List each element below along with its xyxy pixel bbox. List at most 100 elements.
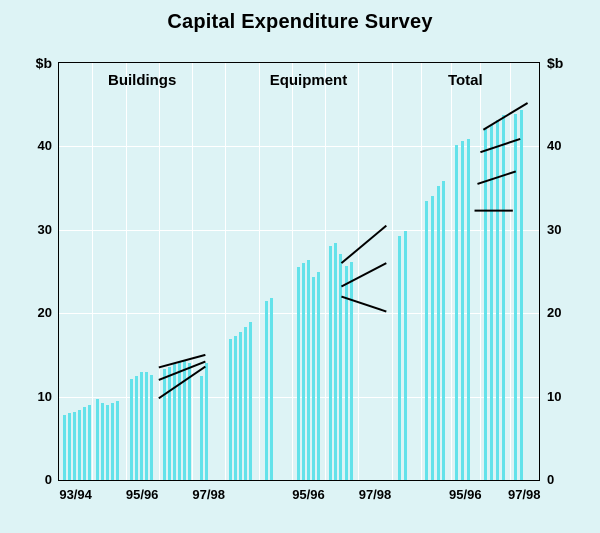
chart-title: Capital Expenditure Survey <box>167 11 433 33</box>
panel-buildings: Buildings <box>59 63 225 480</box>
gridline-y-30 <box>59 229 539 231</box>
y-tick-label-right: 10 <box>547 388 562 404</box>
panel-label: Buildings <box>107 72 177 89</box>
year-gridline <box>480 63 482 480</box>
bar <box>88 404 92 480</box>
year-gridline <box>125 63 127 480</box>
bar <box>149 374 153 480</box>
bar <box>229 339 233 480</box>
bar <box>339 254 343 480</box>
bar <box>116 400 120 480</box>
bar <box>78 409 82 480</box>
x-tick-label: 97/98 <box>358 487 392 502</box>
y-tick-label-right: 20 <box>547 305 562 321</box>
bar <box>460 141 464 480</box>
bar <box>249 322 253 480</box>
x-tick-label: 95/96 <box>125 487 159 502</box>
bar <box>490 124 494 480</box>
bar <box>398 235 402 480</box>
bar <box>350 262 354 480</box>
bar <box>454 144 458 480</box>
bar <box>139 372 143 480</box>
year-gridline <box>158 63 160 480</box>
bar <box>68 413 72 480</box>
bar <box>239 331 243 480</box>
bar <box>129 379 133 480</box>
bar <box>111 403 115 480</box>
bar <box>306 259 310 480</box>
year-gridline <box>450 63 452 480</box>
x-tick-label: 95/96 <box>292 487 325 502</box>
year-gridline <box>358 63 360 480</box>
bar <box>167 366 171 480</box>
y-tick-label-right: 0 <box>547 472 555 487</box>
year-gridline <box>509 63 511 480</box>
bar <box>234 335 238 480</box>
bar <box>296 267 300 480</box>
x-tick-label: 97/98 <box>507 487 541 502</box>
bar <box>519 109 523 480</box>
bar <box>187 363 191 480</box>
bar <box>204 363 208 480</box>
bar <box>424 201 428 480</box>
bar <box>172 364 176 480</box>
bar <box>96 399 100 480</box>
bar <box>270 298 274 480</box>
bar <box>134 375 138 480</box>
bar <box>106 404 110 480</box>
bar <box>334 243 338 480</box>
panel-divider <box>391 63 393 480</box>
year-gridline <box>421 63 423 480</box>
x-tick-label: 97/98 <box>192 487 225 502</box>
bar <box>63 414 67 480</box>
year-gridline <box>192 63 194 480</box>
bar <box>182 359 186 480</box>
bar <box>466 138 470 480</box>
bar <box>442 180 446 480</box>
year-gridline <box>92 63 94 480</box>
y-tick-label-left: 20 <box>37 305 52 321</box>
y-tick-label-left: 30 <box>37 221 52 237</box>
bar <box>244 326 248 480</box>
gridline-y-40 <box>59 146 539 148</box>
panel-equipment: Equipment <box>225 63 391 480</box>
bar <box>502 114 506 480</box>
year-gridline <box>258 63 260 480</box>
panel-total: Total <box>391 63 539 480</box>
y-tick-label-right: 30 <box>547 221 562 237</box>
bar <box>513 113 517 480</box>
bar <box>404 230 408 480</box>
bar <box>73 412 77 480</box>
plot-area: Buildings Equipment Total <box>58 62 540 481</box>
bar <box>311 276 315 480</box>
bar <box>162 369 166 480</box>
bar <box>101 403 105 480</box>
bar <box>329 246 333 480</box>
year-gridline <box>325 63 327 480</box>
bar <box>177 361 181 480</box>
y-tick-label-left: 0 <box>44 472 52 487</box>
y-tick-label-right: 40 <box>547 138 562 154</box>
y-tick-label-left: 10 <box>37 388 52 404</box>
x-tick-label: 95/96 <box>449 487 482 502</box>
bar <box>199 375 203 480</box>
bar <box>265 300 269 480</box>
bar <box>496 119 500 480</box>
y-axis-unit-left: $b <box>35 55 52 71</box>
y-tick-label-left: 40 <box>37 138 52 154</box>
bar <box>301 263 305 480</box>
year-gridline <box>291 63 293 480</box>
panel-divider <box>225 63 227 480</box>
bar <box>430 195 434 480</box>
x-tick-label: 93/94 <box>59 487 92 502</box>
bar <box>436 185 440 480</box>
y-axis-unit-right: $b <box>547 55 564 71</box>
bar <box>484 128 488 480</box>
bar <box>316 272 320 480</box>
panel-label: Equipment <box>269 72 348 89</box>
bar <box>144 371 148 480</box>
bar <box>83 407 87 480</box>
panel-label: Total <box>447 72 483 89</box>
bar <box>345 265 349 480</box>
